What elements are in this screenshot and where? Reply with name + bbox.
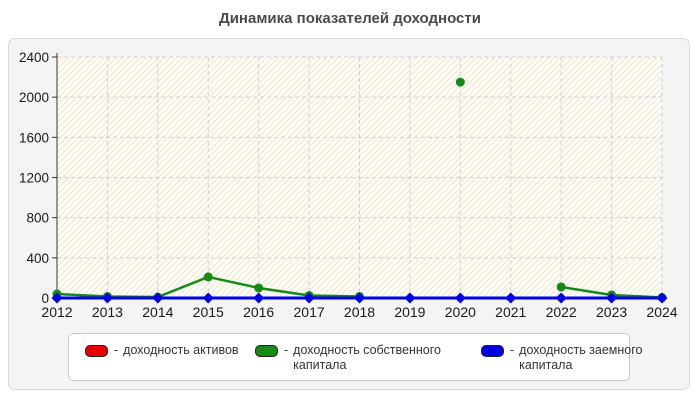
legend-item-green: - доходность собственного капитала	[255, 343, 481, 373]
x-axis-tick-label: 2016	[243, 304, 274, 320]
x-axis-tick-label: 2012	[41, 304, 72, 320]
data-point-marker	[556, 282, 566, 292]
x-axis-tick-label: 2023	[596, 304, 627, 320]
chart-legend: - доходность активов - доходность собственн…	[68, 333, 643, 381]
legend-label: доходность собственного капитала	[293, 343, 441, 372]
x-axis-tick-label: 2022	[546, 304, 577, 320]
data-point-marker	[404, 292, 416, 304]
x-axis-tick-label: 2017	[294, 304, 325, 320]
legend-label: доходность активов	[123, 343, 239, 357]
legend-separator: -	[284, 343, 289, 357]
data-point-marker	[354, 292, 365, 304]
data-point-marker	[254, 283, 264, 293]
y-axis-tick-label: 800	[26, 211, 49, 226]
data-point-marker	[51, 292, 63, 304]
data-point-marker	[606, 292, 618, 304]
legend-label: доходность заемного капитала	[519, 343, 643, 372]
legend-swatch-green	[255, 345, 278, 357]
legend-separator: -	[510, 343, 515, 357]
x-axis-tick-label: 2019	[394, 304, 425, 320]
y-axis-tick-label: 400	[26, 251, 49, 266]
x-axis-tick-label: 2018	[344, 304, 375, 320]
y-axis-tick-label: 1600	[19, 130, 49, 145]
data-point-marker	[454, 292, 466, 304]
data-point-marker	[253, 292, 265, 304]
y-axis-tick-label: 1200	[19, 171, 49, 186]
legend-item-red: - доходность активов	[85, 343, 255, 358]
data-point-marker	[455, 77, 465, 87]
y-axis-tick-label: 2400	[19, 50, 49, 65]
x-axis-tick-label: 2024	[646, 304, 677, 320]
legend-separator: -	[114, 343, 119, 357]
data-point-marker	[101, 292, 113, 304]
legend-swatch-blue	[481, 345, 504, 357]
x-axis-tick-label: 2014	[142, 304, 173, 320]
x-axis-tick-label: 2015	[193, 304, 224, 320]
data-point-marker	[555, 292, 567, 304]
chart-title: Динамика показателей доходности	[219, 10, 481, 27]
y-axis-tick-label: 0	[41, 291, 49, 306]
data-point-marker	[656, 292, 668, 304]
legend-swatch-red	[85, 345, 108, 357]
series-return-on-debt-capital	[51, 292, 668, 304]
axis-labels: 0 400 800 1200 1600 2000 2400 2012 2013 2014 2015 2…	[19, 50, 678, 320]
x-axis-tick-label: 2020	[445, 304, 476, 320]
x-axis-tick-label: 2021	[495, 304, 526, 320]
data-point-marker	[152, 292, 164, 304]
data-point-marker	[303, 292, 315, 304]
data-point-marker	[505, 292, 517, 304]
data-point-marker	[202, 292, 214, 304]
legend-item-blue: - доходность заемного капитала	[481, 343, 647, 373]
y-axis-tick-label: 2000	[19, 90, 49, 105]
data-point-marker	[203, 272, 213, 282]
grid	[57, 56, 663, 298]
x-axis-tick-label: 2013	[92, 304, 123, 320]
